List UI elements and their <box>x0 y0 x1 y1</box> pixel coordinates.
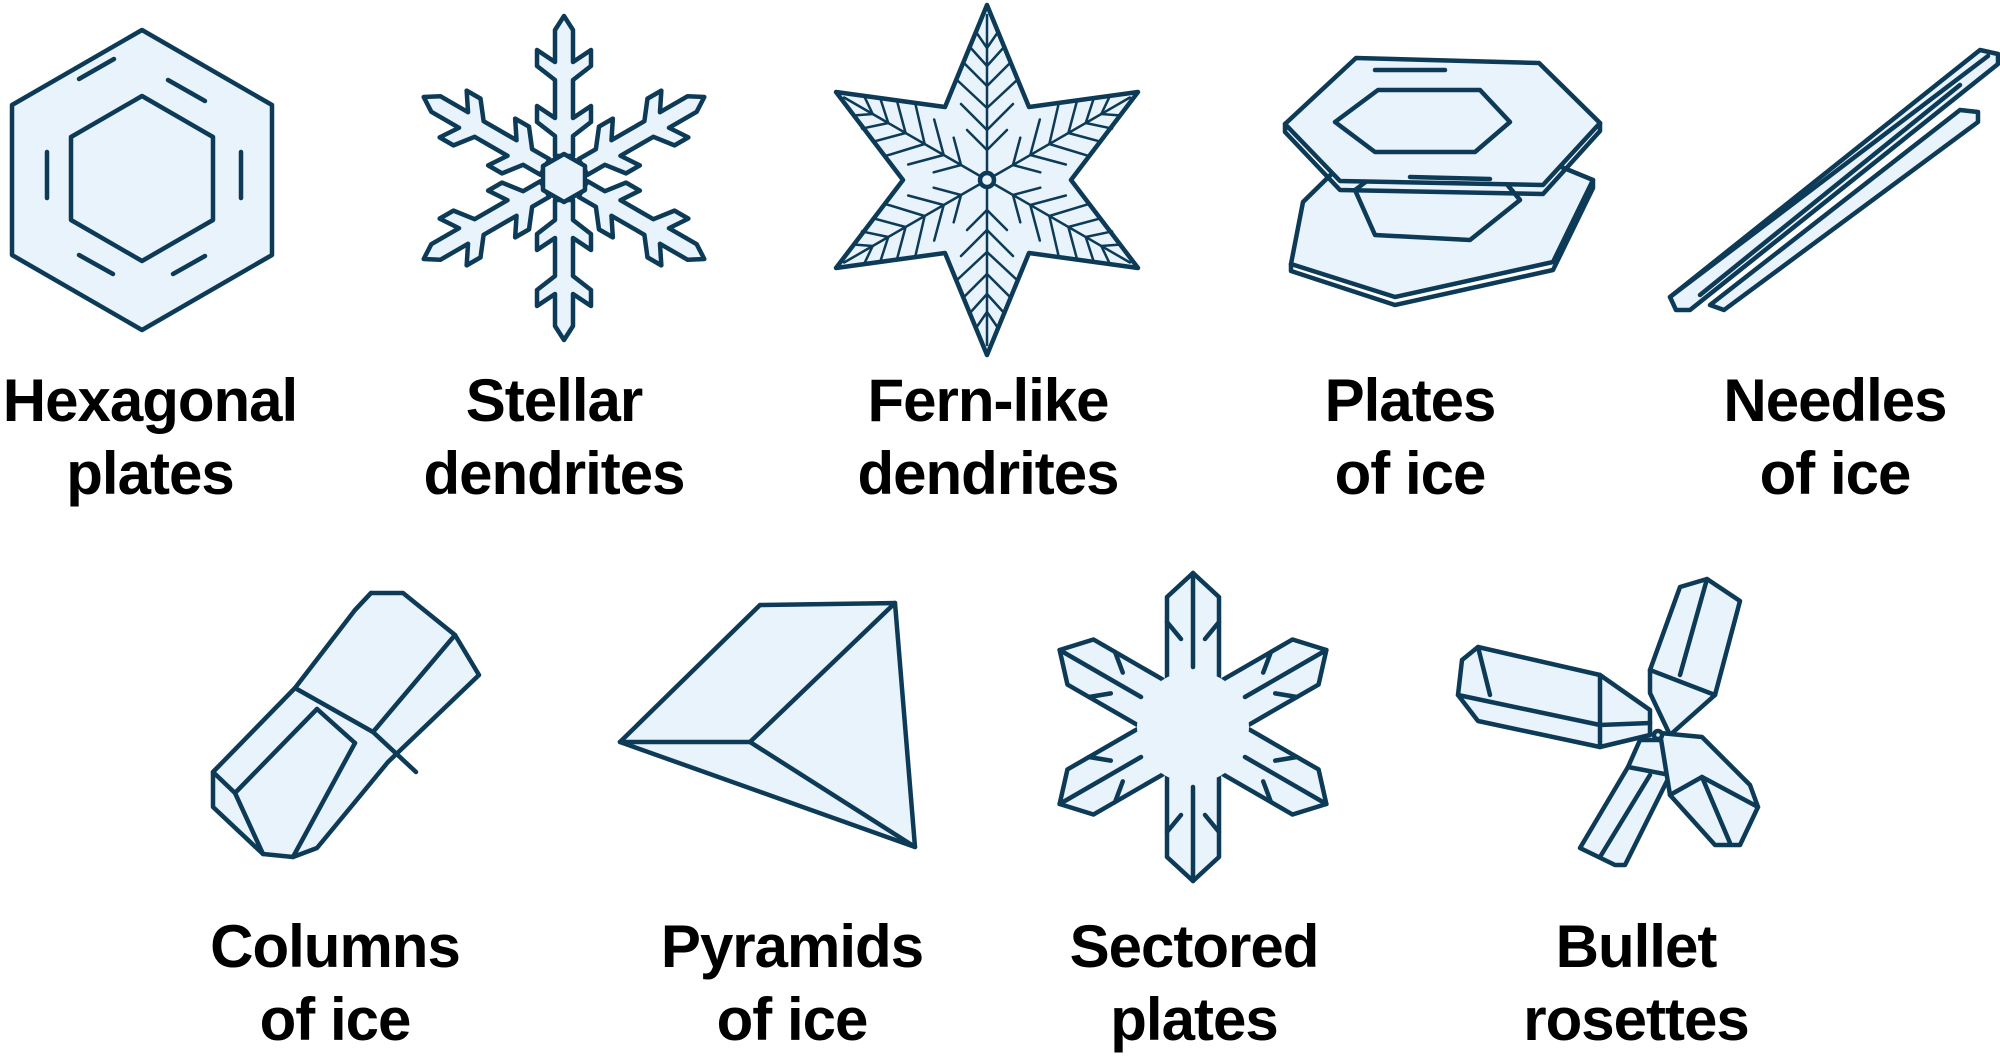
sectored-plates-label: Sectored plates <box>1024 910 1364 1056</box>
columns-of-ice-label: Columns of ice <box>165 910 505 1056</box>
plates-of-ice-label: Plates of ice <box>1240 364 1580 510</box>
columns-of-ice-label-line1: Columns <box>210 913 461 980</box>
hexagonal-plates-label-line2: plates <box>66 440 234 507</box>
column-icon <box>210 590 482 860</box>
hexagonal-plate-icon <box>9 27 275 333</box>
bullet-rosettes-figure <box>1450 575 1785 875</box>
stellar-dendrites-figure <box>412 0 712 345</box>
pyramids-of-ice-label-line1: Pyramids <box>660 913 924 980</box>
hexagonal-plates-figure <box>0 0 290 340</box>
stellar-dendrites-label-line1: Stellar <box>465 367 643 434</box>
bullet-rosette-icon <box>1455 576 1761 868</box>
plates-of-ice-figure <box>1235 40 1605 310</box>
plates-of-ice-label-line1: Plates <box>1324 367 1497 434</box>
stellar-dendrites-label: Stellar dendrites <box>384 364 724 510</box>
sectored-plates-figure <box>1050 565 1340 890</box>
stacked-plates-icon <box>1282 55 1603 308</box>
fern-like-dendrites-figure <box>825 0 1147 360</box>
bullet-rosettes-label-line1: Bullet <box>1555 913 1718 980</box>
needle-icon <box>1667 47 2000 313</box>
columns-of-ice-label-line2: of ice <box>259 986 412 1053</box>
columns-of-ice-figure <box>205 585 485 865</box>
needles-of-ice-label-line1: Needles <box>1723 367 1947 434</box>
fern-like-dendrites-label-line2: dendrites <box>857 440 1119 507</box>
needles-of-ice-label: Needles of ice <box>1665 364 2000 510</box>
pyramids-of-ice-label-line2: of ice <box>716 986 869 1053</box>
stellar-dendrites-label-line2: dendrites <box>423 440 685 507</box>
pyramids-of-ice-label: Pyramids of ice <box>622 910 962 1056</box>
needles-of-ice-figure <box>1660 40 2000 320</box>
pyramid-icon <box>617 600 918 850</box>
pyramids-of-ice-figure <box>615 595 935 855</box>
hexagonal-plates-label-line1: Hexagonal <box>2 367 298 434</box>
fern-dendrite-icon <box>827 2 1147 358</box>
sectored-plates-label-line1: Sectored <box>1069 913 1320 980</box>
sectored-plates-label-line2: plates <box>1110 986 1278 1053</box>
fern-like-dendrites-label-line1: Fern-like <box>867 367 1109 434</box>
bullet-rosettes-label-line2: rosettes <box>1523 986 1749 1053</box>
bullet-rosettes-label: Bullet rosettes <box>1466 910 1806 1056</box>
hexagonal-plates-label: Hexagonal plates <box>0 364 320 510</box>
plates-of-ice-label-line2: of ice <box>1334 440 1487 507</box>
needles-of-ice-label-line2: of ice <box>1759 440 1912 507</box>
sectored-plate-icon <box>1050 570 1340 890</box>
stellar-dendrite-icon <box>412 13 712 345</box>
fern-like-dendrites-label: Fern-like dendrites <box>818 364 1158 510</box>
